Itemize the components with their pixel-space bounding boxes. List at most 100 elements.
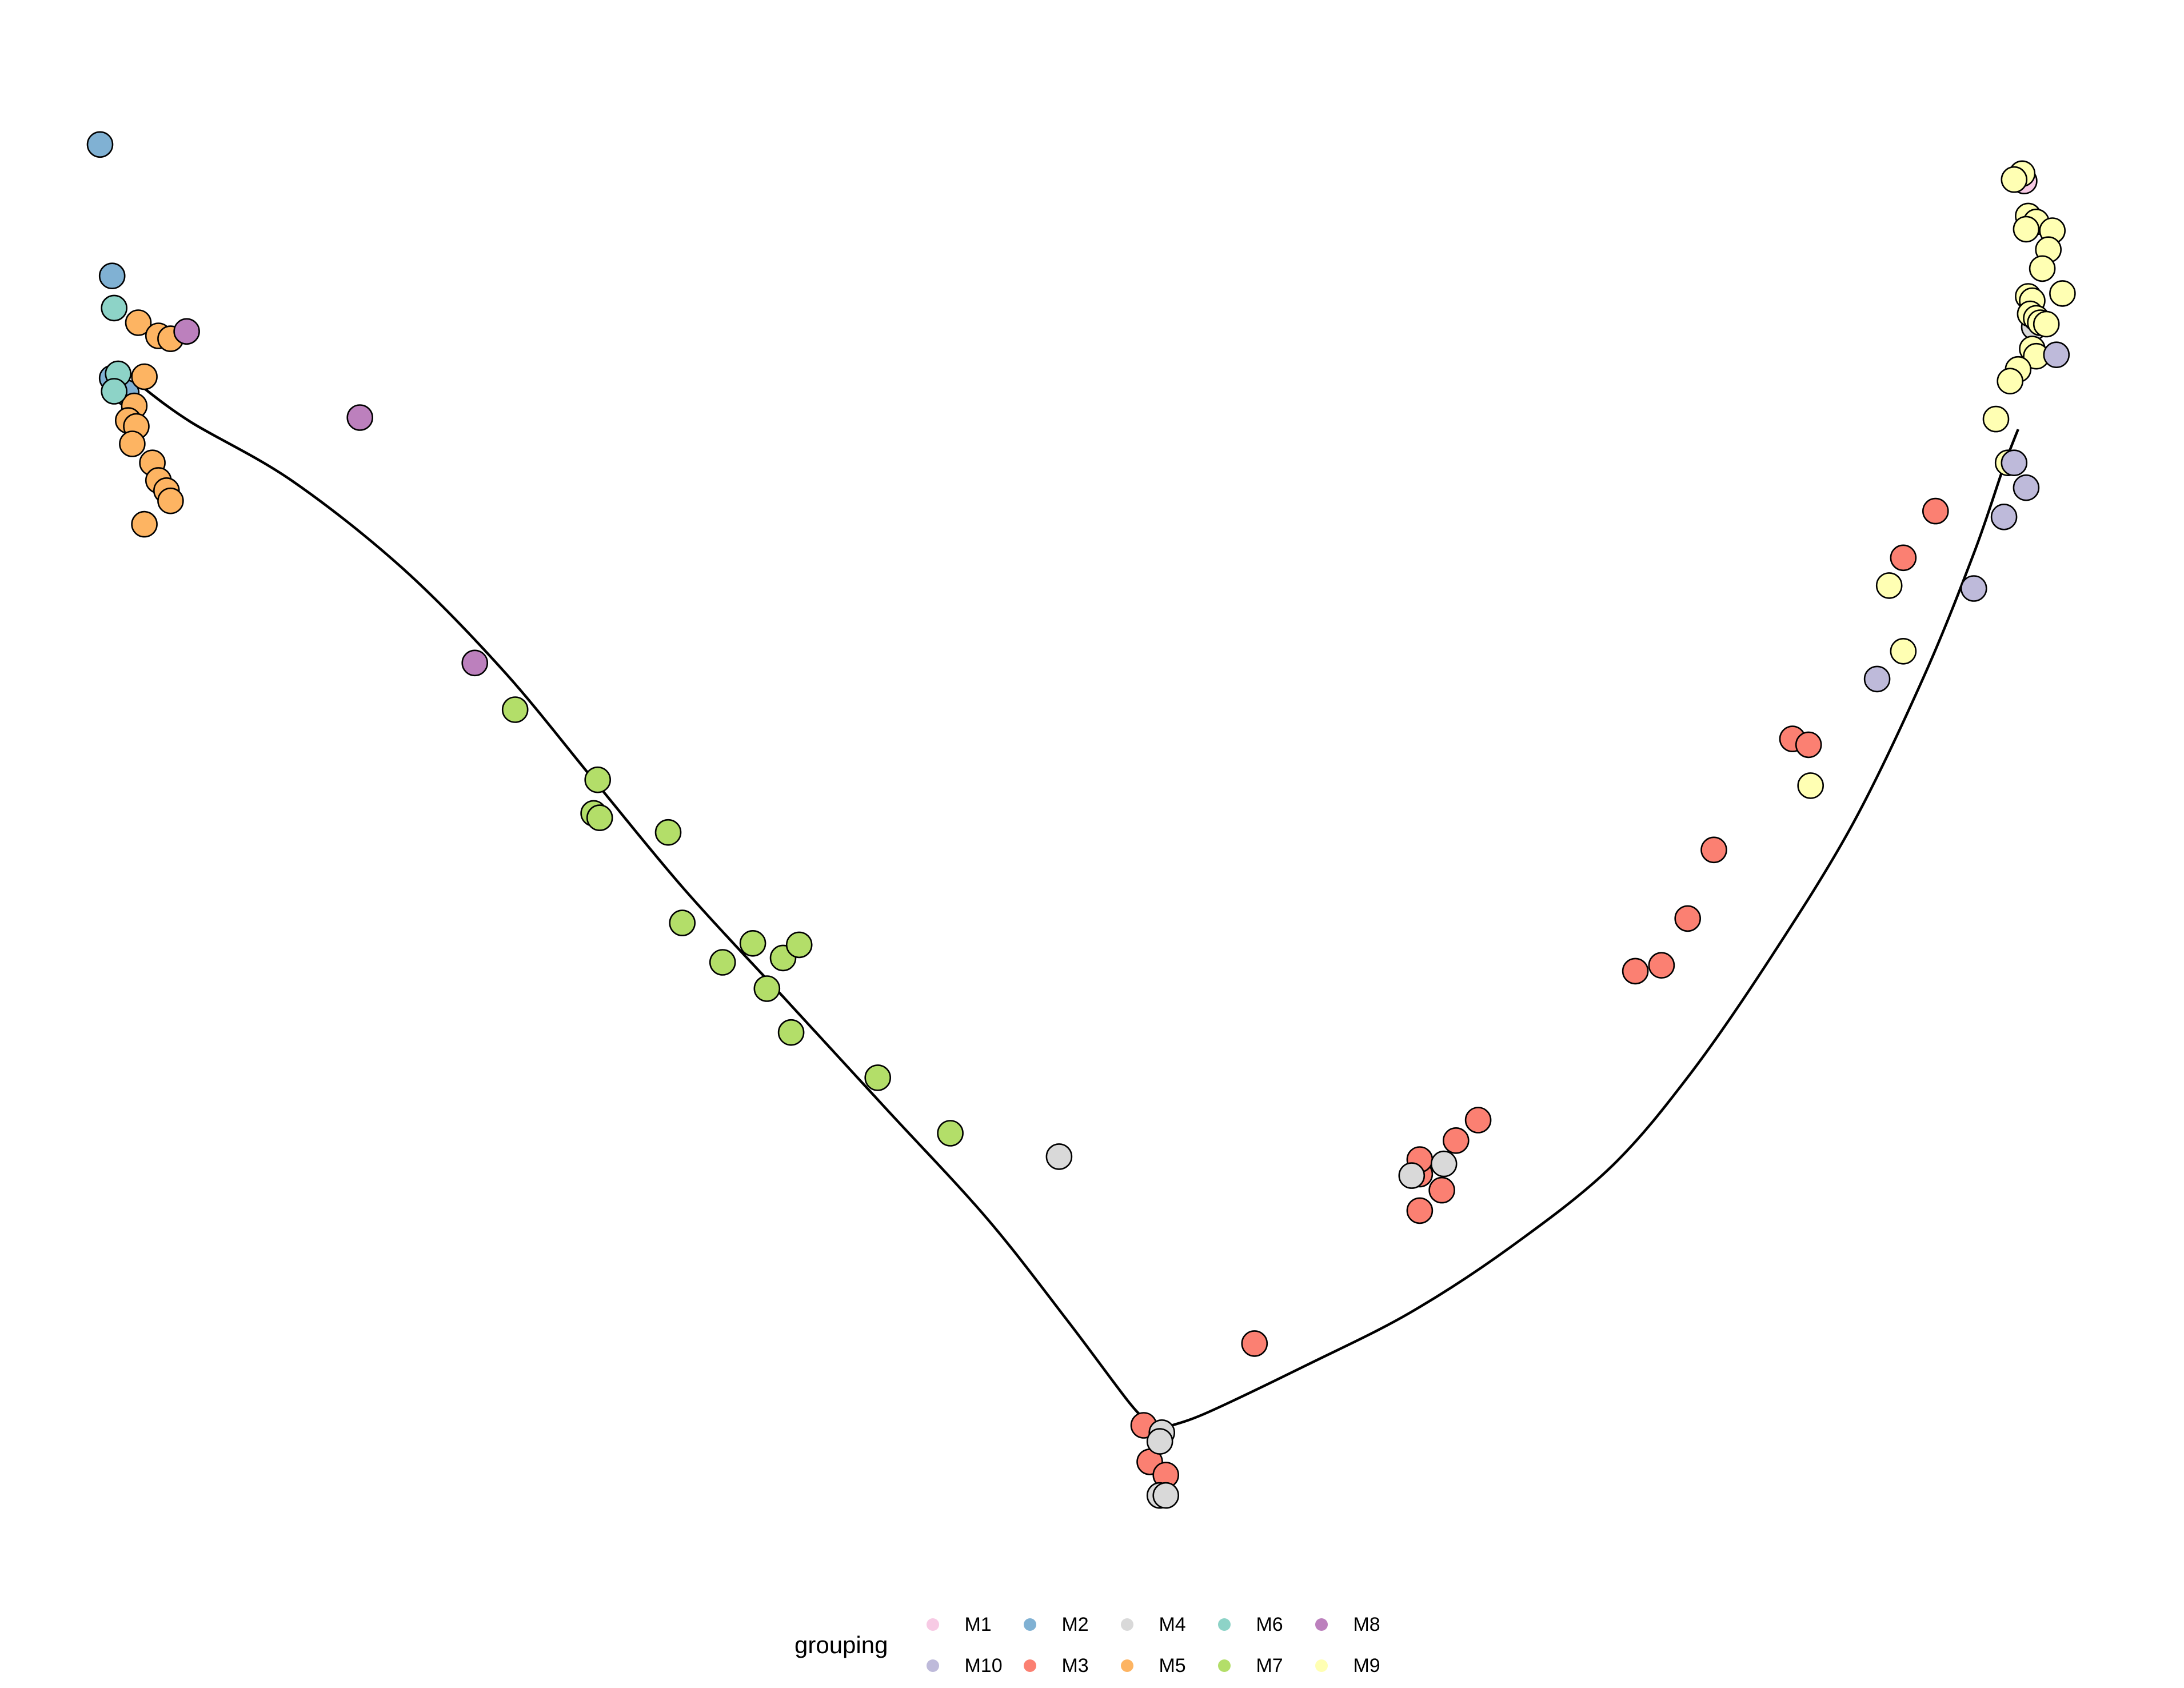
series-m8 <box>173 318 489 677</box>
point-m2 <box>98 262 126 290</box>
point-m9 <box>2001 166 2028 193</box>
legend-item-m3: M3 <box>1007 1655 1104 1677</box>
point-m9 <box>1797 772 1824 799</box>
series-m7 <box>501 696 964 1147</box>
point-m8 <box>461 649 489 677</box>
point-m9 <box>2049 280 2076 307</box>
legend-item-m1: M1 <box>909 1614 1007 1636</box>
legend-label: M7 <box>1256 1654 1283 1677</box>
point-m7 <box>777 1019 805 1046</box>
points-layer <box>86 131 2076 1509</box>
legend-item-m7: M7 <box>1201 1655 1298 1677</box>
point-m6 <box>101 294 127 322</box>
point-m9 <box>2029 255 2056 282</box>
legend-swatch-m9 <box>1315 1659 1328 1672</box>
point-m4 <box>1430 1150 1458 1178</box>
point-m3 <box>1700 836 1727 864</box>
point-m9 <box>1997 368 2023 395</box>
point-m3 <box>1890 544 1917 572</box>
trajectory-curve-layer <box>139 384 2019 1434</box>
series-m4 <box>1045 313 2048 1509</box>
legend-item-m6: M6 <box>1201 1614 1298 1636</box>
point-m10 <box>1863 665 1891 693</box>
point-m2 <box>86 131 114 158</box>
point-m10 <box>2043 341 2070 369</box>
legend-label: M8 <box>1353 1613 1380 1635</box>
point-m8 <box>173 318 200 345</box>
legend-swatch-m4 <box>1121 1618 1134 1631</box>
legend-swatch-m5 <box>1121 1659 1134 1672</box>
point-m4 <box>1398 1162 1426 1189</box>
point-m7 <box>937 1120 964 1147</box>
legend-label: M10 <box>964 1654 1003 1677</box>
series-m9 <box>1797 160 2076 799</box>
legend-swatch-m2 <box>1024 1618 1037 1631</box>
point-m7 <box>785 931 813 959</box>
point-m4 <box>1152 1482 1179 1509</box>
point-m3 <box>1922 497 1949 525</box>
trajectory-curve <box>139 384 2019 1434</box>
point-m8 <box>346 404 374 431</box>
point-m7 <box>654 819 682 846</box>
legend-swatch-m3 <box>1024 1659 1037 1672</box>
point-m3 <box>1443 1127 1470 1154</box>
legend-swatch-m1 <box>927 1618 940 1631</box>
point-m9 <box>2013 216 2040 243</box>
point-m3 <box>1464 1107 1492 1134</box>
point-m7 <box>864 1064 891 1091</box>
legend-swatch-m6 <box>1218 1618 1231 1631</box>
point-m7 <box>739 930 766 957</box>
point-m7 <box>584 766 611 793</box>
point-m9 <box>2033 310 2060 338</box>
point-m5 <box>157 487 184 514</box>
point-m3 <box>1428 1176 1455 1204</box>
legend: grouping M1 M10 M2 M3 M4 M5 M6 M7 M8 M9 <box>794 1614 1395 1677</box>
point-m3 <box>1406 1197 1434 1224</box>
series-m5 <box>115 309 184 538</box>
legend-label: M4 <box>1159 1613 1186 1635</box>
point-m7 <box>669 909 696 936</box>
point-m10 <box>2013 474 2040 501</box>
legend-label: M1 <box>964 1613 992 1635</box>
legend-entries: M1 M10 M2 M3 M4 M5 M6 M7 M8 M9 <box>909 1604 1395 1686</box>
point-m7 <box>501 696 529 723</box>
point-m10 <box>1990 503 2018 530</box>
point-m3 <box>1622 957 1649 985</box>
legend-label: M2 <box>1061 1613 1089 1635</box>
point-m9 <box>1875 572 1903 599</box>
series-m3 <box>1130 497 1949 1489</box>
legend-item-m9: M9 <box>1298 1655 1395 1677</box>
legend-item-m8: M8 <box>1298 1614 1395 1636</box>
point-m3 <box>1674 905 1701 932</box>
point-m4 <box>1045 1143 1073 1170</box>
legend-item-m5: M5 <box>1104 1655 1201 1677</box>
point-m3 <box>1648 952 1675 979</box>
point-m10 <box>2001 449 2028 477</box>
legend-title: grouping <box>794 1631 888 1658</box>
point-m5 <box>125 309 152 336</box>
point-m10 <box>1961 575 1987 602</box>
point-m5 <box>131 510 158 538</box>
point-m7 <box>753 975 781 1002</box>
point-m7 <box>709 949 736 976</box>
legend-item-m2: M2 <box>1007 1614 1104 1636</box>
point-m4 <box>1146 1428 1173 1455</box>
legend-item-m10: M10 <box>909 1655 1007 1677</box>
legend-label: M5 <box>1159 1654 1186 1677</box>
legend-item-m4: M4 <box>1104 1614 1201 1636</box>
legend-label: M3 <box>1061 1654 1089 1677</box>
legend-swatch-m8 <box>1315 1618 1328 1631</box>
point-m9 <box>1982 405 2010 433</box>
point-m5 <box>131 363 158 390</box>
point-m9 <box>1890 638 1917 665</box>
point-m6 <box>101 378 127 405</box>
point-m7 <box>586 804 613 831</box>
point-m5 <box>119 430 146 457</box>
point-m3 <box>1795 731 1822 759</box>
legend-label: M9 <box>1353 1654 1380 1677</box>
legend-swatch-m10 <box>927 1659 940 1672</box>
legend-label: M6 <box>1256 1613 1283 1635</box>
point-m3 <box>1241 1330 1268 1357</box>
series-m10 <box>1863 341 2070 693</box>
